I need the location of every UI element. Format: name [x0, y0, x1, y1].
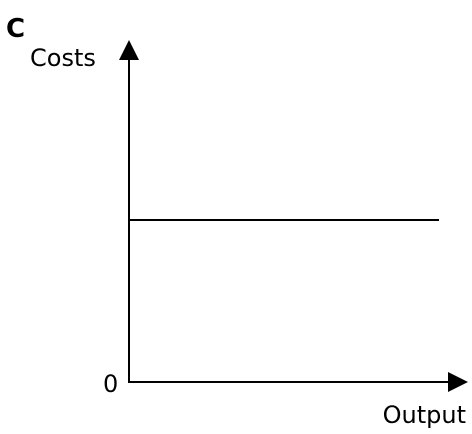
x-axis-arrowhead	[448, 372, 468, 392]
panel-label: C	[6, 14, 25, 44]
y-axis-arrowhead	[119, 40, 139, 60]
origin-label: 0	[103, 370, 118, 398]
x-axis-label: Output	[383, 401, 466, 429]
y-axis-label: Costs	[30, 44, 96, 72]
